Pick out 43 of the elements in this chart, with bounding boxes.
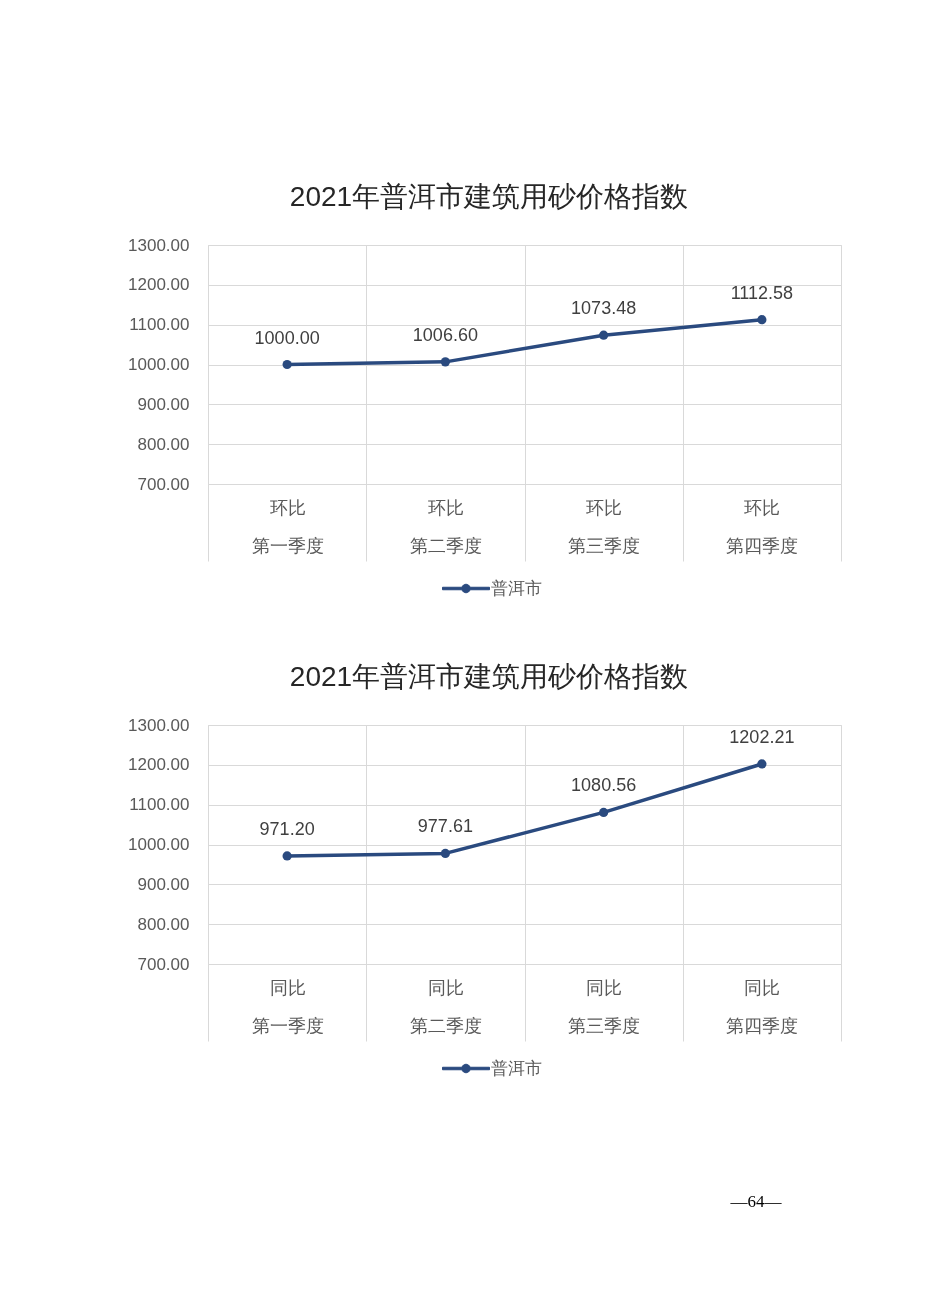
point bbox=[440, 848, 450, 859]
y-tick-label: 1100.00 bbox=[129, 795, 190, 815]
data-label: 1006.60 bbox=[412, 324, 478, 345]
point bbox=[757, 759, 767, 769]
y-tick-label: 1300.00 bbox=[128, 715, 190, 735]
point bbox=[599, 807, 609, 818]
x-tick-label: 环比第三季度 bbox=[568, 497, 641, 556]
y-tick-label: 1200.00 bbox=[128, 755, 190, 775]
y-tick-label: 700.00 bbox=[137, 954, 190, 974]
data-label: 1000.00 bbox=[254, 327, 320, 348]
legend-label: 普洱市 bbox=[490, 1058, 542, 1078]
legend-label: 普洱市 bbox=[490, 578, 542, 598]
y-tick-label: 1100.00 bbox=[129, 315, 190, 335]
y-tick-label: 1300.00 bbox=[128, 235, 190, 255]
x-tick-label: 同比第一季度 bbox=[251, 977, 324, 1036]
x-tick-label: 同比第三季度 bbox=[568, 977, 641, 1036]
point bbox=[282, 851, 292, 861]
point bbox=[440, 357, 450, 367]
y-tick-label: 700.00 bbox=[137, 474, 190, 494]
point bbox=[599, 330, 609, 340]
data-label: 1112.58 bbox=[730, 282, 794, 303]
x-tick-label: 环比第二季度 bbox=[409, 497, 482, 556]
y-tick-label: 1000.00 bbox=[128, 835, 190, 854]
y-tick-label: 1000.00 bbox=[128, 355, 190, 374]
text: —64— bbox=[729, 1192, 783, 1211]
x-tick-label: 同比第四季度 bbox=[726, 977, 799, 1036]
x-tick-label: 环比第四季度 bbox=[726, 497, 799, 556]
chart-title: 2021年普洱市建筑用砂价格指数 bbox=[289, 661, 689, 692]
y-tick-label: 800.00 bbox=[137, 434, 190, 454]
data-label: 1073.48 bbox=[571, 298, 637, 319]
point bbox=[282, 359, 292, 370]
data-label: 971.20 bbox=[259, 818, 315, 839]
data-label: 1080.56 bbox=[571, 775, 637, 796]
y-tick-label: 900.00 bbox=[137, 874, 190, 894]
y-tick-label: 800.00 bbox=[137, 914, 190, 934]
point bbox=[757, 315, 767, 325]
y-tick-label: 900.00 bbox=[137, 394, 190, 414]
chart-title: 2021年普洱市建筑用砂价格指数 bbox=[289, 181, 689, 212]
data-label: 977.61 bbox=[417, 816, 473, 837]
data-label: 1202.21 bbox=[729, 726, 795, 747]
y-tick-label: 1200.00 bbox=[128, 275, 190, 295]
x-tick-label: 同比第二季度 bbox=[409, 977, 482, 1036]
x-tick-label: 环比第一季度 bbox=[251, 497, 324, 556]
